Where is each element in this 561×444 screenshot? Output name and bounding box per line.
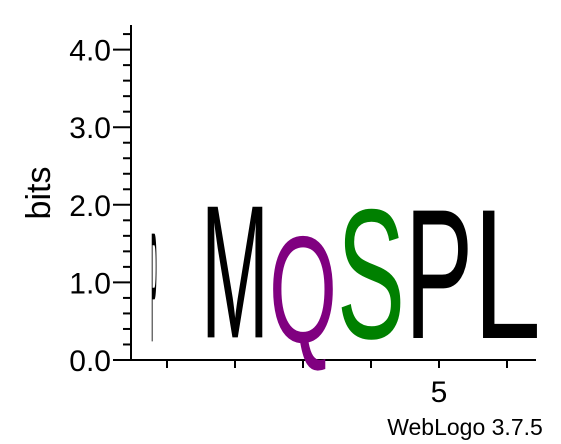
y-tick-label: 0.0 (69, 345, 111, 378)
y-axis-label: bits (20, 167, 58, 220)
y-axis: 0.0 1.0 2.0 3.0 4.0 (69, 25, 132, 378)
weblogo-version-footer: WebLogo 3.7.5 (387, 414, 543, 440)
y-tick-label: 1.0 (69, 267, 111, 300)
y-tick-label: 3.0 (69, 112, 111, 145)
logo-letter-q-pos3: Q (269, 206, 337, 375)
logo-letter-p-pos5: P (405, 171, 473, 378)
logo-letter-p-pos1: P (151, 200, 157, 375)
y-tick-label: 2.0 (69, 190, 111, 223)
x-tick-label: 5 (431, 376, 448, 409)
logo-letter-m-pos2: M (201, 166, 269, 378)
logo-letter-l-pos6: L (473, 172, 541, 379)
x-axis: 5 (131, 359, 536, 409)
logo-letter-s-pos4: S (337, 171, 405, 378)
y-tick-label: 4.0 (69, 35, 111, 68)
